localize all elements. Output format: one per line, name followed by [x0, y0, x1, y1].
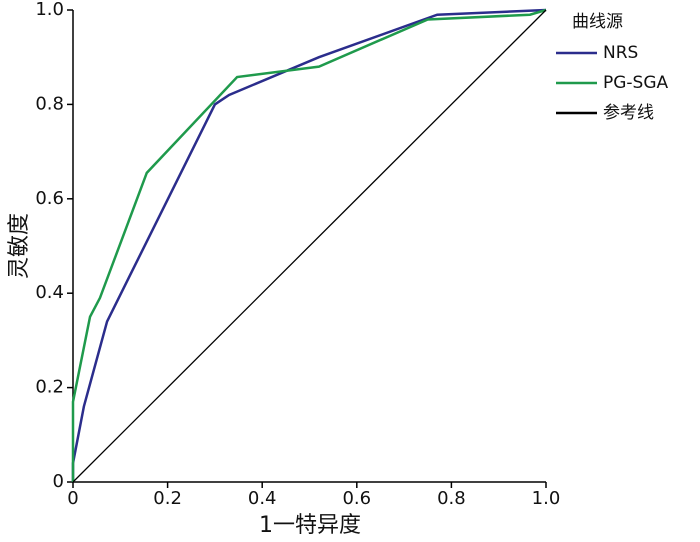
y-tick-label: 0: [53, 471, 64, 492]
y-tick-label: 0.4: [35, 282, 64, 303]
legend-label: 参考线: [603, 103, 654, 123]
x-tick-label: 0.2: [153, 488, 182, 509]
x-tick-label: 0.8: [437, 488, 466, 509]
legend-label: NRS: [603, 43, 638, 63]
series-line: [72, 9, 547, 483]
y-axis-title: 灵敏度: [7, 213, 32, 279]
x-tick-label: 1.0: [532, 488, 561, 509]
x-tick-label: 0.6: [342, 488, 371, 509]
y-tick-label: 0.8: [35, 93, 64, 114]
x-tick-label: 0: [67, 488, 78, 509]
series-line: [71, 8, 547, 482]
series-line: [71, 8, 547, 482]
y-tick-label: 0.6: [35, 188, 64, 209]
y-tick-label: 0.2: [35, 377, 64, 398]
y-tick-label: 1.0: [35, 0, 64, 20]
legend-label: PG-SGA: [603, 73, 669, 93]
x-axis-title: 1一特异度: [259, 513, 361, 538]
legend-title: 曲线源: [572, 12, 623, 32]
x-tick-label: 0.4: [248, 488, 277, 509]
